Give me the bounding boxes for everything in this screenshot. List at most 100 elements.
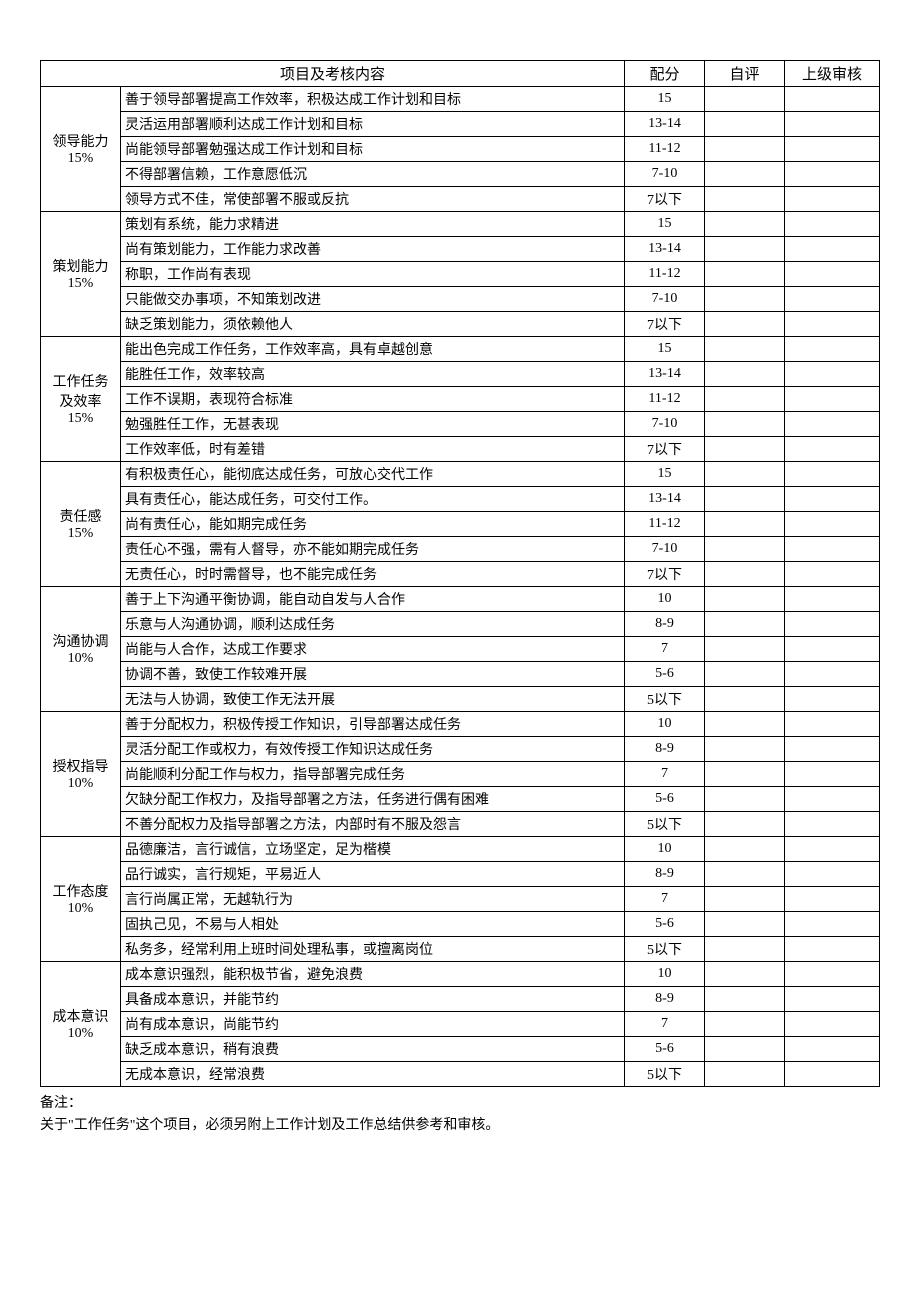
criterion-score: 5以下 (625, 812, 705, 837)
supervisor-eval-cell[interactable] (785, 162, 880, 187)
supervisor-eval-cell[interactable] (785, 312, 880, 337)
supervisor-eval-cell[interactable] (785, 537, 880, 562)
supervisor-eval-cell[interactable] (785, 1012, 880, 1037)
category-cell: 领导能力15% (41, 87, 121, 212)
self-eval-cell[interactable] (705, 437, 785, 462)
supervisor-eval-cell[interactable] (785, 787, 880, 812)
self-eval-cell[interactable] (705, 1037, 785, 1062)
self-eval-cell[interactable] (705, 587, 785, 612)
self-eval-cell[interactable] (705, 112, 785, 137)
supervisor-eval-cell[interactable] (785, 562, 880, 587)
table-row: 授权指导10%善于分配权力，积极传授工作知识，引导部署达成任务10 (41, 712, 880, 737)
table-row: 协调不善，致使工作较难开展5-6 (41, 662, 880, 687)
criterion-desc: 缺乏策划能力，须依赖他人 (121, 312, 625, 337)
self-eval-cell[interactable] (705, 1012, 785, 1037)
self-eval-cell[interactable] (705, 637, 785, 662)
table-row: 具有责任心，能达成任务，可交付工作。13-14 (41, 487, 880, 512)
self-eval-cell[interactable] (705, 712, 785, 737)
self-eval-cell[interactable] (705, 537, 785, 562)
self-eval-cell[interactable] (705, 137, 785, 162)
self-eval-cell[interactable] (705, 912, 785, 937)
self-eval-cell[interactable] (705, 837, 785, 862)
supervisor-eval-cell[interactable] (785, 262, 880, 287)
header-self: 自评 (705, 61, 785, 87)
self-eval-cell[interactable] (705, 87, 785, 112)
supervisor-eval-cell[interactable] (785, 612, 880, 637)
supervisor-eval-cell[interactable] (785, 862, 880, 887)
table-row: 成本意识10%成本意识强烈，能积极节省，避免浪费10 (41, 962, 880, 987)
supervisor-eval-cell[interactable] (785, 812, 880, 837)
self-eval-cell[interactable] (705, 237, 785, 262)
criterion-desc: 工作效率低，时有差错 (121, 437, 625, 462)
supervisor-eval-cell[interactable] (785, 87, 880, 112)
supervisor-eval-cell[interactable] (785, 337, 880, 362)
self-eval-cell[interactable] (705, 212, 785, 237)
self-eval-cell[interactable] (705, 362, 785, 387)
self-eval-cell[interactable] (705, 312, 785, 337)
supervisor-eval-cell[interactable] (785, 912, 880, 937)
self-eval-cell[interactable] (705, 887, 785, 912)
supervisor-eval-cell[interactable] (785, 462, 880, 487)
self-eval-cell[interactable] (705, 162, 785, 187)
supervisor-eval-cell[interactable] (785, 112, 880, 137)
category-weight: 15% (45, 411, 116, 427)
criterion-score: 5-6 (625, 662, 705, 687)
supervisor-eval-cell[interactable] (785, 437, 880, 462)
notes-text: 关于"工作任务"这个项目，必须另附上工作计划及工作总结供参考和审核。 (40, 1115, 880, 1137)
self-eval-cell[interactable] (705, 612, 785, 637)
supervisor-eval-cell[interactable] (785, 887, 880, 912)
self-eval-cell[interactable] (705, 462, 785, 487)
supervisor-eval-cell[interactable] (785, 137, 880, 162)
self-eval-cell[interactable] (705, 987, 785, 1012)
supervisor-eval-cell[interactable] (785, 962, 880, 987)
supervisor-eval-cell[interactable] (785, 187, 880, 212)
criterion-score: 7-10 (625, 537, 705, 562)
self-eval-cell[interactable] (705, 762, 785, 787)
supervisor-eval-cell[interactable] (785, 412, 880, 437)
self-eval-cell[interactable] (705, 512, 785, 537)
supervisor-eval-cell[interactable] (785, 712, 880, 737)
supervisor-eval-cell[interactable] (785, 662, 880, 687)
self-eval-cell[interactable] (705, 387, 785, 412)
self-eval-cell[interactable] (705, 687, 785, 712)
supervisor-eval-cell[interactable] (785, 1037, 880, 1062)
self-eval-cell[interactable] (705, 737, 785, 762)
self-eval-cell[interactable] (705, 812, 785, 837)
supervisor-eval-cell[interactable] (785, 587, 880, 612)
self-eval-cell[interactable] (705, 937, 785, 962)
supervisor-eval-cell[interactable] (785, 762, 880, 787)
self-eval-cell[interactable] (705, 337, 785, 362)
criterion-desc: 协调不善，致使工作较难开展 (121, 662, 625, 687)
supervisor-eval-cell[interactable] (785, 287, 880, 312)
self-eval-cell[interactable] (705, 862, 785, 887)
self-eval-cell[interactable] (705, 412, 785, 437)
self-eval-cell[interactable] (705, 1062, 785, 1087)
supervisor-eval-cell[interactable] (785, 362, 880, 387)
supervisor-eval-cell[interactable] (785, 837, 880, 862)
table-row: 欠缺分配工作权力，及指导部署之方法，任务进行偶有困难5-6 (41, 787, 880, 812)
supervisor-eval-cell[interactable] (785, 737, 880, 762)
self-eval-cell[interactable] (705, 487, 785, 512)
supervisor-eval-cell[interactable] (785, 387, 880, 412)
supervisor-eval-cell[interactable] (785, 237, 880, 262)
supervisor-eval-cell[interactable] (785, 687, 880, 712)
self-eval-cell[interactable] (705, 787, 785, 812)
self-eval-cell[interactable] (705, 262, 785, 287)
criterion-desc: 能胜任工作，效率较高 (121, 362, 625, 387)
self-eval-cell[interactable] (705, 287, 785, 312)
supervisor-eval-cell[interactable] (785, 512, 880, 537)
criterion-score: 15 (625, 87, 705, 112)
table-row: 领导能力15%善于领导部署提高工作效率，积极达成工作计划和目标15 (41, 87, 880, 112)
criterion-desc: 责任心不强，需有人督导，亦不能如期完成任务 (121, 537, 625, 562)
supervisor-eval-cell[interactable] (785, 987, 880, 1012)
supervisor-eval-cell[interactable] (785, 937, 880, 962)
criterion-desc: 品行诚实，言行规矩，平易近人 (121, 862, 625, 887)
self-eval-cell[interactable] (705, 187, 785, 212)
self-eval-cell[interactable] (705, 662, 785, 687)
self-eval-cell[interactable] (705, 962, 785, 987)
supervisor-eval-cell[interactable] (785, 637, 880, 662)
supervisor-eval-cell[interactable] (785, 212, 880, 237)
supervisor-eval-cell[interactable] (785, 1062, 880, 1087)
supervisor-eval-cell[interactable] (785, 487, 880, 512)
self-eval-cell[interactable] (705, 562, 785, 587)
